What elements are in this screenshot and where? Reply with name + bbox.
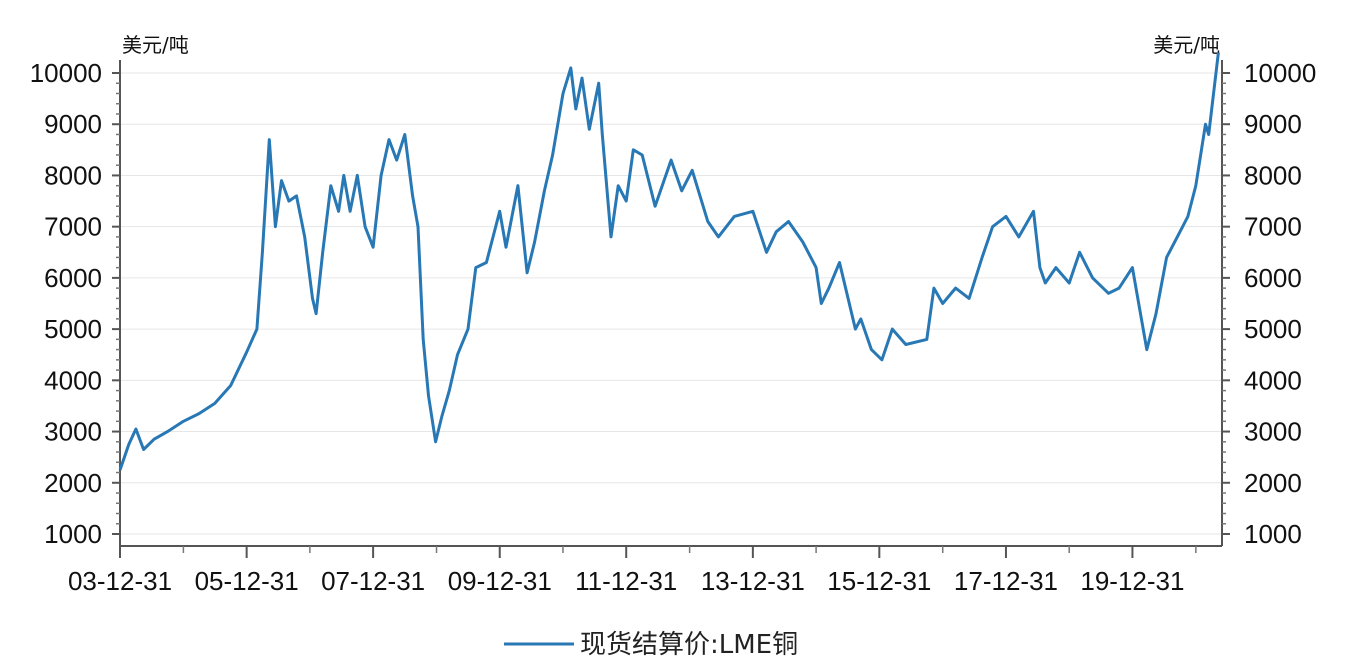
y-tick-label-right: 3000 [1244, 417, 1302, 447]
axes [119, 60, 1223, 547]
y-tick-label-right: 4000 [1244, 365, 1302, 395]
x-tick-label: 09-12-31 [448, 566, 552, 596]
x-tick-label: 05-12-31 [195, 566, 299, 596]
y-tick-label-right: 10000 [1244, 58, 1316, 88]
y-tick-label-right: 6000 [1244, 263, 1302, 293]
y-tick-label-right: 9000 [1244, 109, 1302, 139]
y-tick-label-right: 8000 [1244, 160, 1302, 190]
y-tick-label-left: 10000 [30, 58, 102, 88]
y-tick-label-left: 2000 [44, 468, 102, 498]
x-tick-label: 07-12-31 [321, 566, 425, 596]
minor-ticks [116, 82, 1226, 525]
y-axis-right-unit: 美元/吨 [1153, 33, 1220, 57]
x-axis-ticks: 03-12-31 05-12-31 07-12-31 09-12-31 11-12-31… [68, 546, 1197, 596]
y-tick-label-left: 4000 [44, 365, 102, 395]
x-tick-label: 13-12-31 [701, 566, 805, 596]
y-axis-right-ticks: 1000 2000 3000 4000 5000 6000 7000 8000 9000 1000… [1222, 58, 1316, 549]
y-axis-left-ticks: 1000 2000 3000 4000 5000 6000 7000 8000 9000 1000… [30, 58, 120, 549]
legend: 现货结算价:LME铜 [504, 630, 798, 660]
y-axis-left-unit: 美元/吨 [122, 33, 189, 57]
x-tick-label: 15-12-31 [827, 566, 931, 596]
y-tick-label-left: 7000 [44, 212, 102, 242]
x-tick-label: 17-12-31 [954, 566, 1058, 596]
y-tick-label-right: 2000 [1244, 468, 1302, 498]
y-tick-label-right: 7000 [1244, 212, 1302, 242]
x-tick-label: 19-12-31 [1080, 566, 1184, 596]
legend-label: 现货结算价:LME铜 [580, 630, 798, 660]
series-line-lme-copper [118, 52, 1220, 471]
gridlines [120, 72, 1222, 535]
x-tick-label: 03-12-31 [68, 566, 172, 596]
y-tick-label-left: 9000 [44, 109, 102, 139]
y-tick-label-left: 5000 [44, 314, 102, 344]
y-tick-label-left: 3000 [44, 417, 102, 447]
y-tick-label-left: 8000 [44, 160, 102, 190]
y-tick-label-left: 1000 [44, 519, 102, 549]
series-layer [118, 52, 1220, 471]
x-tick-label: 11-12-31 [575, 566, 677, 596]
y-tick-label-left: 6000 [44, 263, 102, 293]
y-tick-label-right: 5000 [1244, 314, 1302, 344]
y-tick-label-right: 1000 [1244, 519, 1302, 549]
